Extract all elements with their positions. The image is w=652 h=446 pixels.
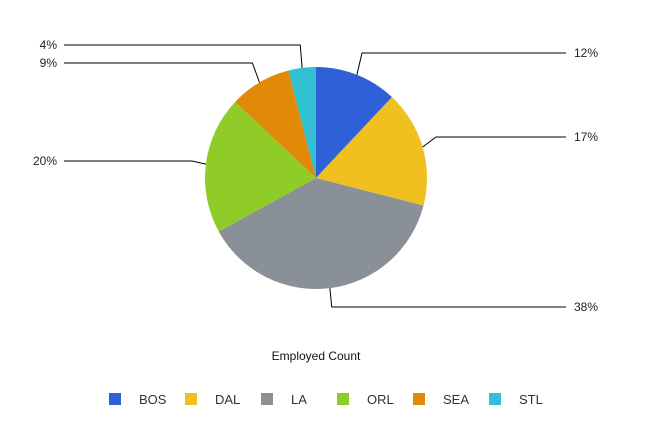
leader-line-la — [329, 288, 566, 308]
chart-title: Employed Count — [272, 349, 361, 363]
legend-label-sea: SEA — [443, 392, 469, 407]
pie-slice-la — [218, 178, 424, 289]
leader-line-orl — [64, 160, 207, 165]
legend-swatch-la — [261, 393, 273, 405]
leader-line-stl — [64, 44, 303, 68]
legend-swatch-dal — [185, 393, 197, 405]
pie-slice-stl — [288, 67, 316, 178]
legend-label-orl: ORL — [367, 392, 394, 407]
legend-swatch-bos — [109, 393, 121, 405]
percent-labels: 12% 17% 38% 20% 9% 4% — [33, 38, 598, 314]
pie-slices — [205, 67, 427, 289]
percent-label-la: 38% — [574, 300, 598, 314]
percent-label-orl: 20% — [33, 154, 57, 168]
pie-slice-sea — [235, 70, 316, 178]
pie-slice-bos — [316, 67, 392, 178]
pie-slice-dal — [316, 97, 427, 206]
legend-label-la: LA — [291, 392, 307, 407]
leader-line-sea — [64, 62, 260, 83]
legend-label-stl: STL — [519, 392, 543, 407]
legend-swatch-orl — [337, 393, 349, 405]
legend-swatch-stl — [489, 393, 501, 405]
percent-label-bos: 12% — [574, 46, 598, 60]
leader-lines — [64, 44, 566, 308]
legend-label-bos: BOS — [139, 392, 167, 407]
pie-slice-orl — [205, 102, 316, 232]
legend-swatch-sea — [413, 393, 425, 405]
legend-label-dal: DAL — [215, 392, 240, 407]
leader-line-bos — [356, 52, 566, 75]
percent-label-stl: 4% — [40, 38, 58, 52]
leader-line-dal — [422, 136, 566, 148]
legend: BOS DAL LA ORL SEA STL — [109, 392, 543, 407]
percent-label-sea: 9% — [40, 56, 58, 70]
percent-label-dal: 17% — [574, 130, 598, 144]
